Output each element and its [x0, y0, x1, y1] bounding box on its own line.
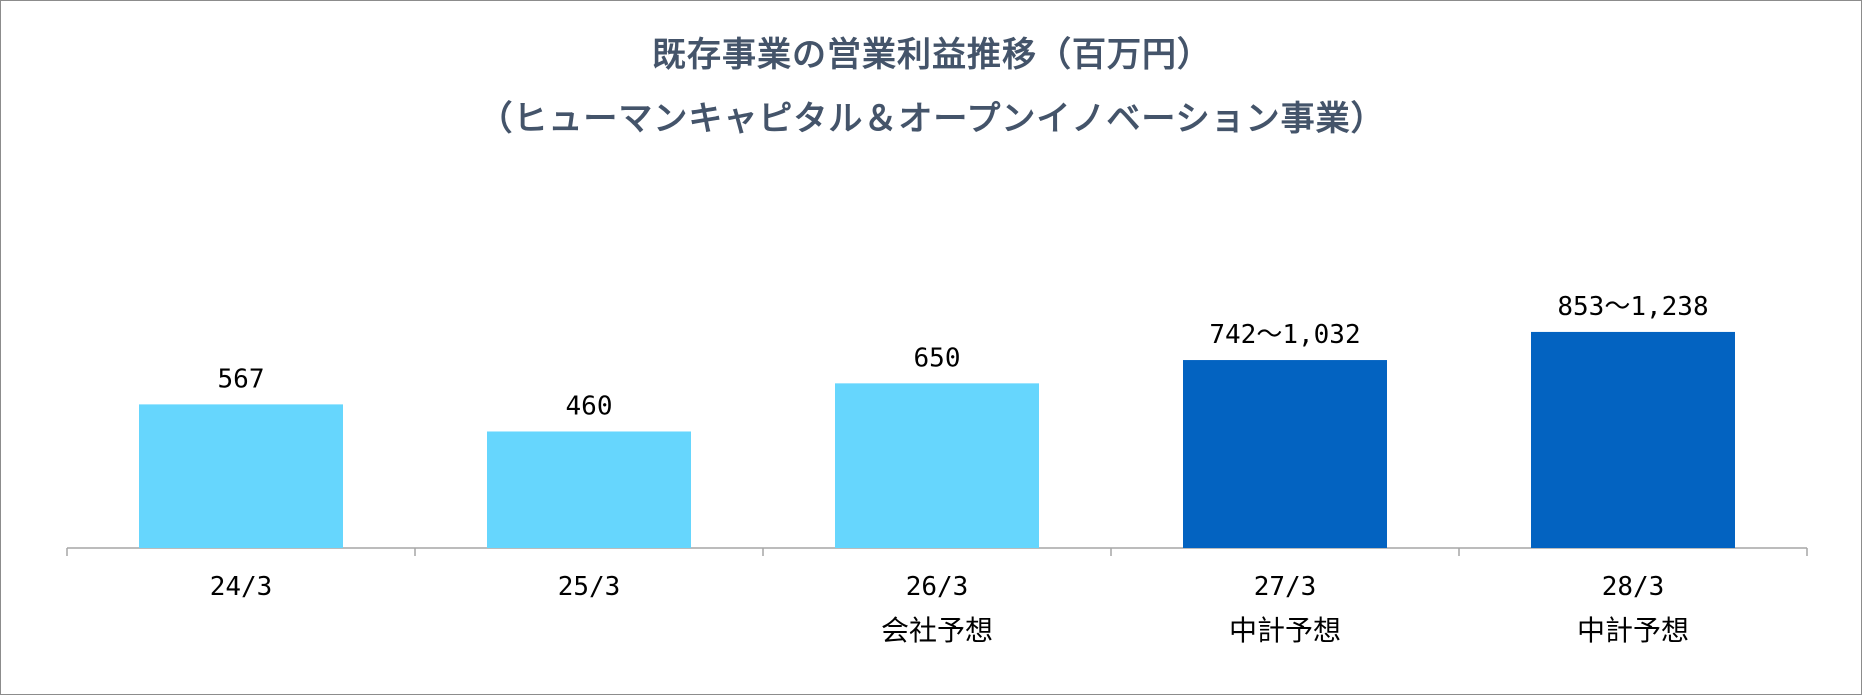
data-label: 853〜1,238	[1557, 292, 1708, 322]
category-sublabel: 中計予想	[1577, 614, 1689, 647]
chart-subtitle: （ヒューマンキャピタル＆オープンイノベーション事業）	[478, 99, 1386, 139]
data-label: 650	[914, 343, 961, 373]
category-sublabel: 会社予想	[881, 614, 993, 647]
category-sublabel: 中計予想	[1229, 614, 1341, 647]
category-label: 24/3	[210, 572, 273, 602]
bar-27-3	[1183, 360, 1387, 548]
bar-25-3	[487, 431, 691, 548]
data-label: 460	[566, 391, 613, 421]
bar-24-3	[139, 404, 343, 548]
bar-26-3	[835, 383, 1039, 548]
data-label: 567	[218, 364, 265, 394]
category-label: 27/3	[1254, 572, 1317, 602]
data-label: 742〜1,032	[1209, 320, 1360, 350]
category-label: 28/3	[1602, 572, 1665, 602]
category-label: 25/3	[558, 572, 621, 602]
chart-title: 既存事業の営業利益推移（百万円）	[652, 35, 1212, 75]
bar-28-3	[1531, 331, 1735, 548]
category-label: 26/3	[906, 572, 969, 602]
